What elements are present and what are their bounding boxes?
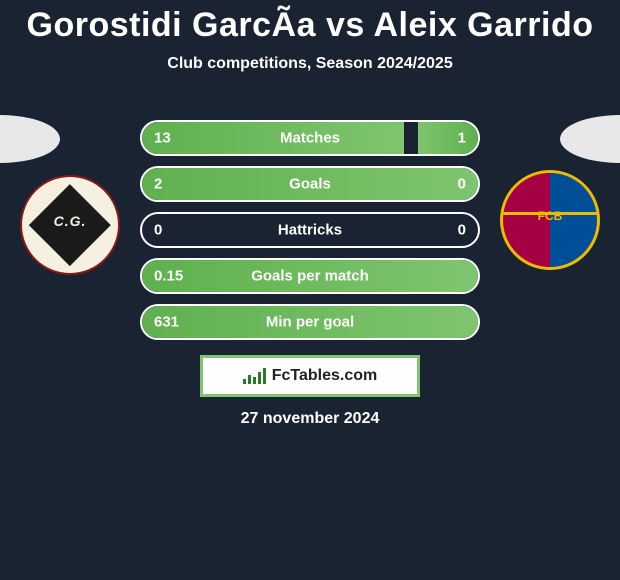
stat-row: 631Min per goal bbox=[140, 304, 480, 340]
page-title: Gorostidi GarcÃa vs Aleix Garrido bbox=[0, 0, 620, 45]
date-text: 27 november 2024 bbox=[0, 410, 620, 428]
chart-bars-icon bbox=[243, 368, 266, 384]
stat-label: Min per goal bbox=[142, 314, 478, 331]
stat-row: 20Goals bbox=[140, 166, 480, 202]
stat-label: Matches bbox=[142, 130, 478, 147]
gimnastic-crest-icon bbox=[20, 175, 120, 275]
stat-label: Goals bbox=[142, 176, 478, 193]
brand-badge: FcTables.com bbox=[200, 355, 420, 397]
stat-label: Goals per match bbox=[142, 268, 478, 285]
stat-row: 00Hattricks bbox=[140, 212, 480, 248]
stat-row: 0.15Goals per match bbox=[140, 258, 480, 294]
player-avatar-right bbox=[560, 115, 620, 163]
club-logo-left bbox=[20, 175, 120, 275]
brand-text: FcTables.com bbox=[272, 367, 378, 385]
player-avatar-left bbox=[0, 115, 60, 163]
stat-row: 131Matches bbox=[140, 120, 480, 156]
subtitle: Club competitions, Season 2024/2025 bbox=[0, 55, 620, 73]
barcelona-crest-icon bbox=[500, 170, 600, 270]
stat-label: Hattricks bbox=[142, 222, 478, 239]
club-logo-right bbox=[500, 170, 600, 270]
stats-container: 131Matches 20Goals 00Hattricks 0.15Goals pe… bbox=[140, 120, 480, 350]
